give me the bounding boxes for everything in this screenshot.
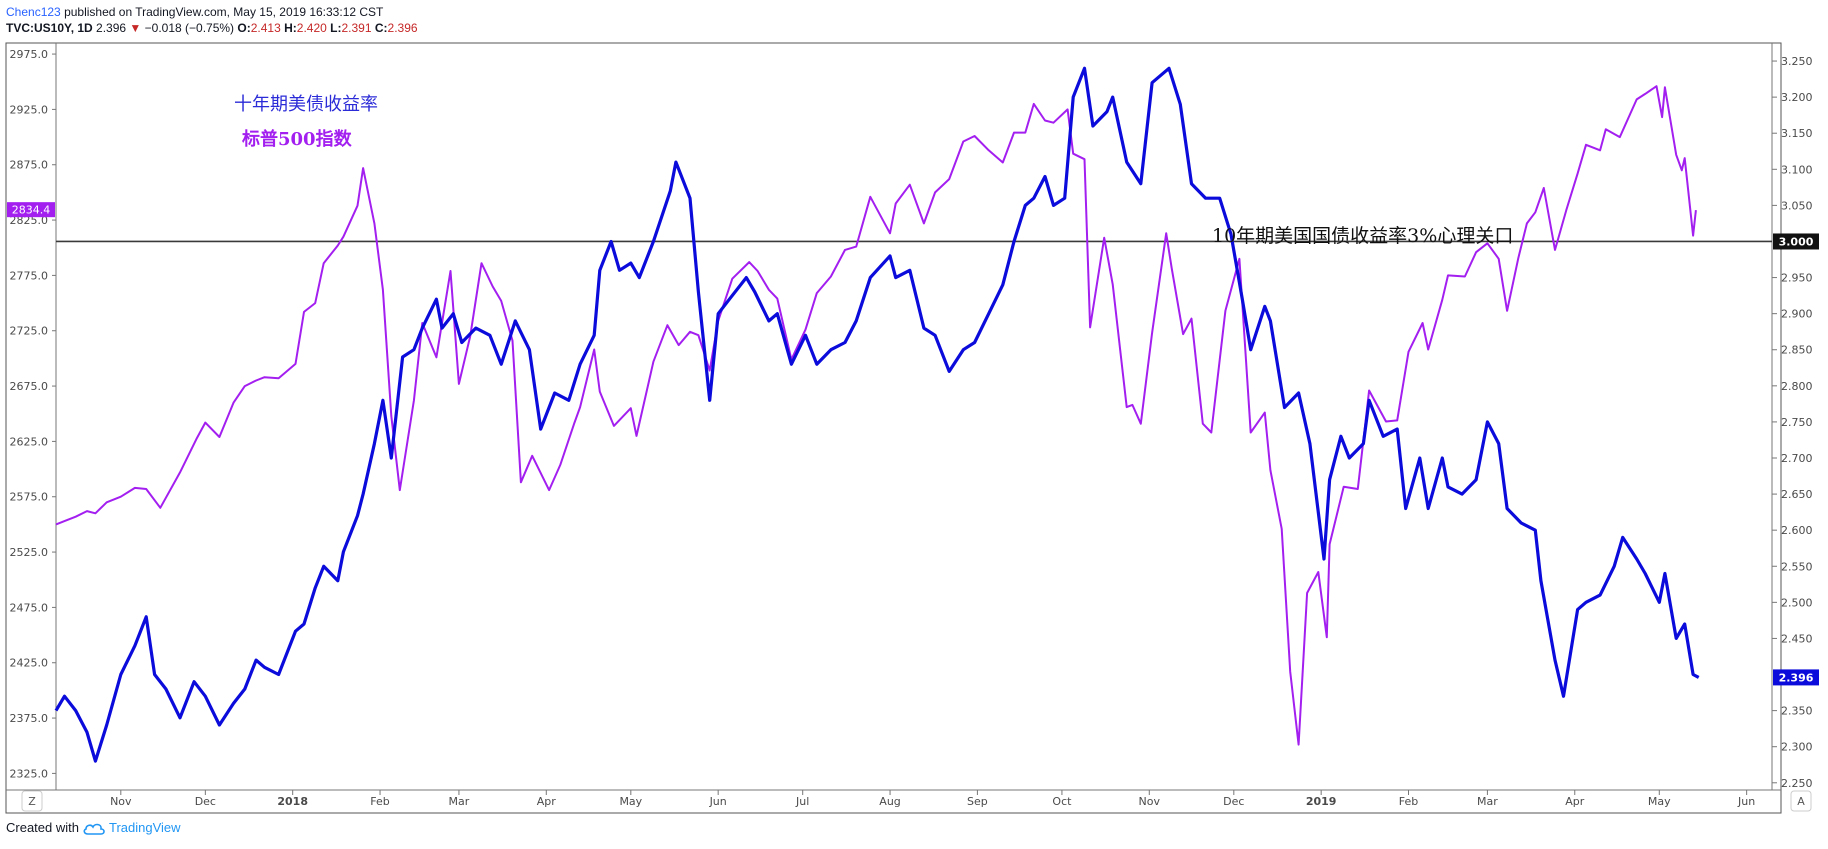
created-with-text: Created with — [6, 820, 79, 835]
legend-spx: 标普500指数 — [241, 128, 353, 150]
left-tick-label: 2325.0 — [10, 767, 49, 780]
spx-last-label: 2834.4 — [12, 204, 51, 217]
x-tick-label: Jun — [1737, 795, 1755, 808]
left-axis-ticks: 2975.0 2925.0 2875.0 2825.0 2775.0 2725.0 2675… — [10, 48, 56, 780]
us10y-last-badge: 2.396 — [1773, 669, 1819, 686]
x-tick-label: Apr — [537, 795, 557, 808]
right-tick-label: 2.450 — [1781, 632, 1813, 645]
x-tick-label: Aug — [879, 795, 900, 808]
ohlc-line: TVC:US10Y, 1D 2.396 ▼ −0.018 (−0.75%) O:… — [6, 20, 418, 36]
right-tick-label: 2.800 — [1781, 380, 1813, 393]
x-tick-label: May — [619, 795, 642, 808]
right-tick-label: 2.950 — [1781, 272, 1813, 285]
right-tick-label: 2.550 — [1781, 560, 1813, 573]
left-tick-label: 2475.0 — [10, 601, 49, 614]
time-axis-ticks: Nov Dec 2018 Feb Mar Apr May Jun Jul Aug Sep Oct Nov… — [110, 790, 1755, 808]
right-tick-label: 2.500 — [1781, 596, 1813, 609]
auto-scale-button[interactable]: A — [1790, 790, 1812, 812]
right-tick-label: 3.250 — [1781, 55, 1813, 68]
low-value: 2.391 — [341, 21, 372, 35]
spx-last-badge: 2834.4 — [7, 202, 55, 218]
last-price: 2.396 — [96, 21, 127, 35]
x-tick-label: Apr — [1565, 795, 1585, 808]
x-tick-label: Sep — [967, 795, 988, 808]
tradingview-brand-link[interactable]: TradingView — [108, 820, 181, 835]
right-axis-ticks: 3.250 3.200 3.150 3.100 3.050 2.950 2.900 2.850… — [1772, 55, 1813, 790]
series-line-us10y — [54, 66, 1700, 763]
left-tick-label: 2775.0 — [10, 269, 49, 282]
chart-header: Chenc123 published on TradingView.com, M… — [6, 4, 418, 36]
left-tick-label: 2725.0 — [10, 325, 49, 338]
x-tick-label: Oct — [1052, 795, 1072, 808]
left-tick-label: 2625.0 — [10, 435, 49, 448]
left-tick-label: 2975.0 — [10, 48, 49, 61]
x-tick-label: Feb — [370, 795, 389, 808]
threshold-annotation: 10年期美国国债收益率3%心理关口 — [1212, 225, 1513, 247]
x-tick-label: Jul — [795, 795, 809, 808]
threshold-label: 3.000 — [1779, 235, 1814, 248]
left-tick-label: 2925.0 — [10, 103, 49, 116]
x-tick-label: Mar — [1477, 795, 1498, 808]
left-tick-label: 2425.0 — [10, 657, 49, 670]
close-label: C: — [374, 21, 388, 35]
left-tick-label: 2375.0 — [10, 712, 49, 725]
left-tick-label: 2575.0 — [10, 491, 49, 504]
log-scale-button[interactable]: Z — [21, 790, 43, 812]
x-tick-label: Mar — [449, 795, 470, 808]
x-tick-label: Jun — [709, 795, 727, 808]
right-tick-label: 2.850 — [1781, 344, 1813, 357]
high-value: 2.420 — [296, 21, 327, 35]
legend-us10y: 十年期美债收益率 — [234, 94, 378, 115]
right-tick-label: 2.300 — [1781, 741, 1813, 754]
x-tick-label: Nov — [110, 795, 132, 808]
right-tick-label: 2.650 — [1781, 488, 1813, 501]
x-tick-label: May — [1648, 795, 1671, 808]
high-label: H: — [284, 21, 297, 35]
x-tick-label: Dec — [1223, 795, 1244, 808]
close-value: 2.396 — [387, 21, 418, 35]
down-arrow-icon: ▼ — [129, 21, 142, 35]
low-label: L: — [330, 21, 342, 35]
x-tick-label: Feb — [1399, 795, 1418, 808]
series-line-spx — [55, 85, 1697, 746]
x-tick-label: 2019 — [1306, 795, 1337, 808]
left-tick-label: 2675.0 — [10, 380, 49, 393]
auto-scale-label: A — [1797, 795, 1805, 808]
symbol-label: TVC:US10Y, 1D — [6, 21, 93, 35]
published-text: published on TradingView.com, May 15, 20… — [64, 5, 384, 19]
us10y-last-label: 2.396 — [1779, 671, 1814, 684]
x-tick-label: Dec — [195, 795, 216, 808]
left-tick-label: 2875.0 — [10, 159, 49, 172]
x-tick-label: Nov — [1139, 795, 1161, 808]
right-tick-label: 2.600 — [1781, 524, 1813, 537]
cloud-icon — [83, 823, 105, 835]
right-tick-label: 2.350 — [1781, 705, 1813, 718]
right-tick-label: 2.900 — [1781, 308, 1813, 321]
open-label: O: — [237, 21, 251, 35]
right-tick-label: 2.750 — [1781, 416, 1813, 429]
price-change: −0.018 (−0.75%) — [144, 21, 235, 35]
right-tick-label: 3.150 — [1781, 127, 1813, 140]
x-tick-label: 2018 — [277, 795, 308, 808]
chart-frame — [5, 42, 1782, 814]
threshold-badge: 3.000 — [1773, 233, 1819, 250]
left-tick-label: 2525.0 — [10, 546, 49, 559]
log-scale-label: Z — [28, 795, 36, 808]
right-tick-label: 2.250 — [1781, 777, 1813, 790]
right-tick-label: 3.100 — [1781, 163, 1813, 176]
open-value: 2.413 — [250, 21, 281, 35]
footer: Created with TradingView — [6, 820, 181, 835]
left-tick-label: 2825.0 — [10, 214, 49, 227]
right-tick-label: 3.050 — [1781, 199, 1813, 212]
publish-line: Chenc123 published on TradingView.com, M… — [6, 4, 418, 20]
right-tick-label: 3.200 — [1781, 91, 1813, 104]
right-tick-label: 2.700 — [1781, 452, 1813, 465]
publisher-link[interactable]: Chenc123 — [6, 5, 61, 19]
